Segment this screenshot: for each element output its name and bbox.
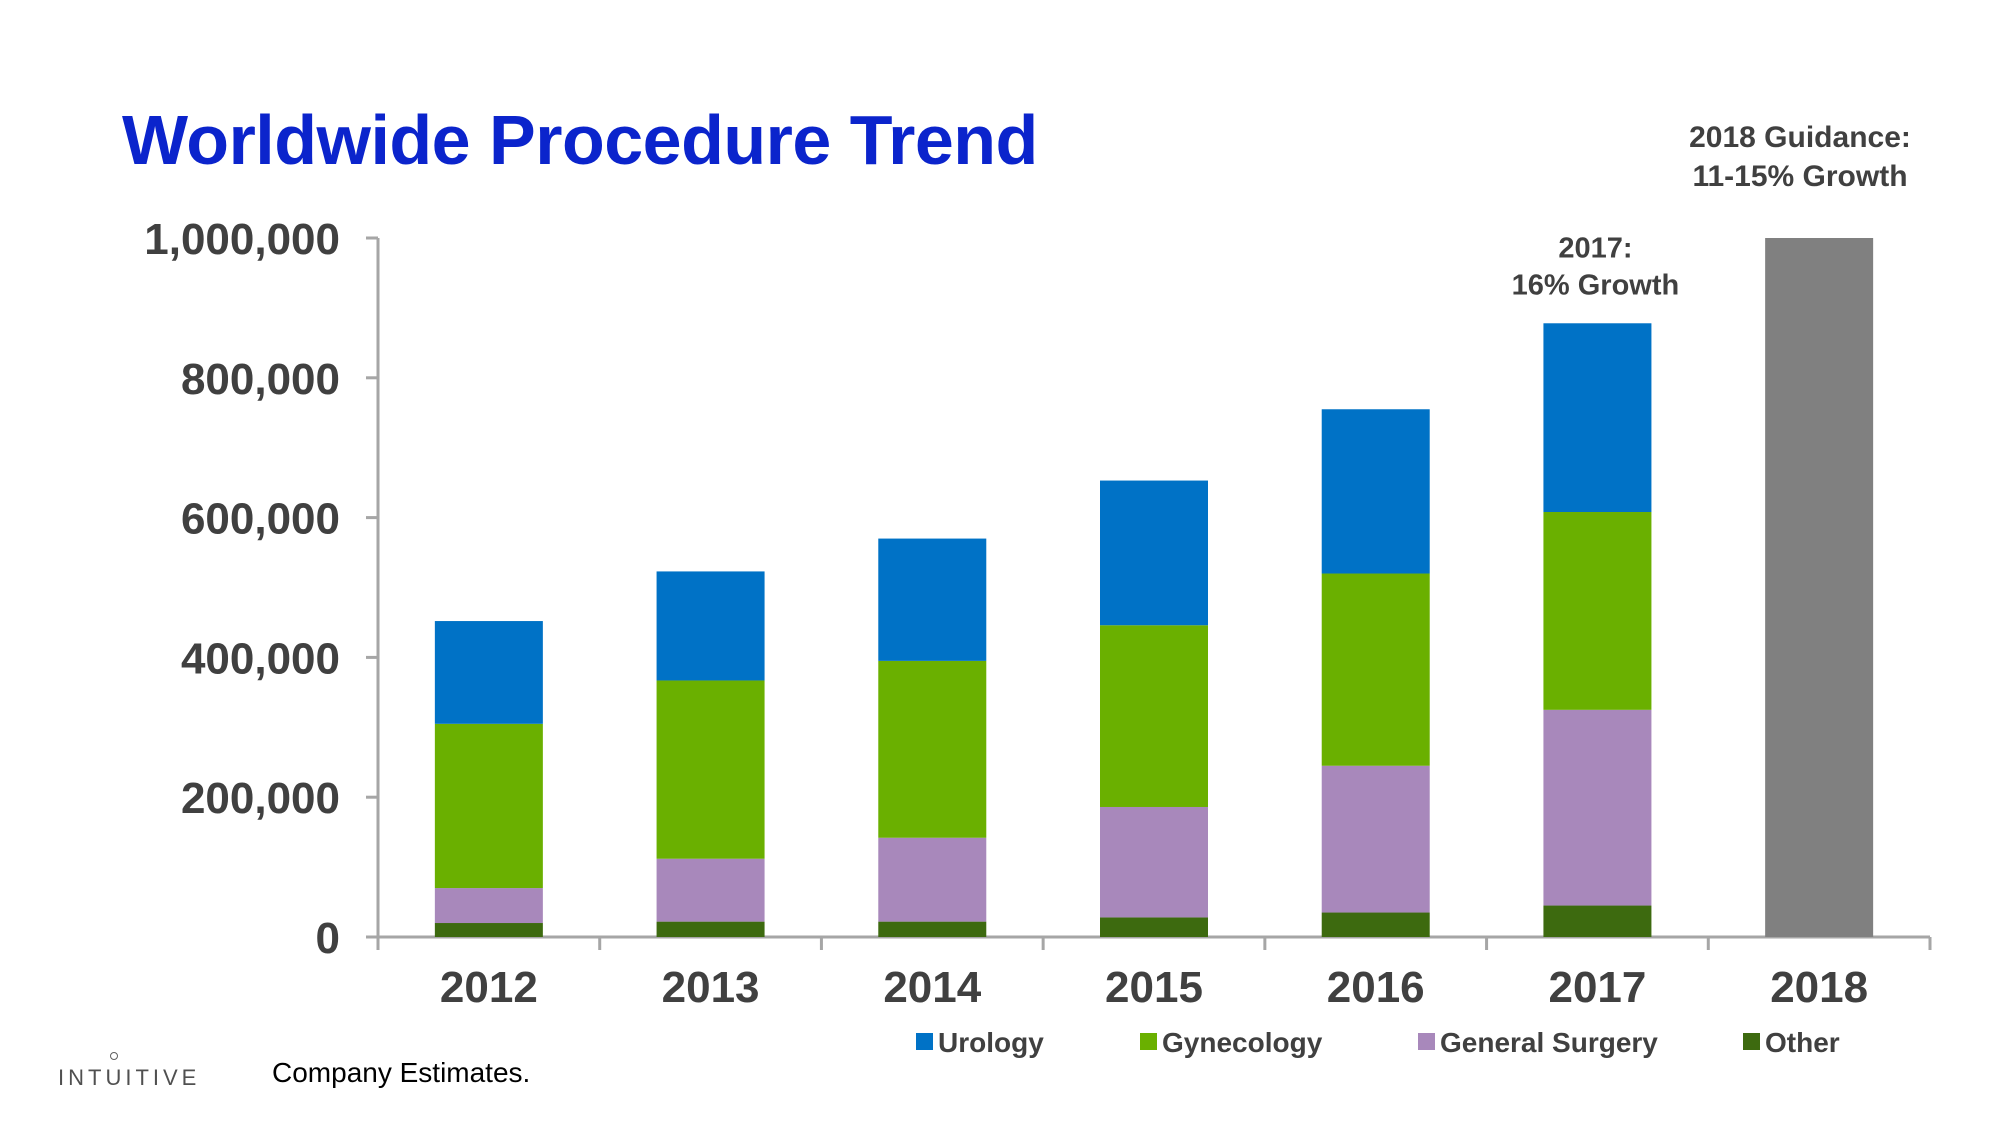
- legend-label: Other: [1765, 1027, 1840, 1058]
- legend-swatch: [1743, 1033, 1760, 1050]
- bar-segment-urology: [878, 538, 987, 661]
- bar-segment-urology: [434, 621, 543, 724]
- bar-segment-other: [656, 921, 765, 937]
- bar-segment-gynecology: [656, 680, 765, 859]
- x-tick-label: 2018: [1770, 963, 1868, 1012]
- annotation-line-1: 2017:: [1558, 232, 1632, 264]
- bar-segment-gynecology: [878, 660, 987, 838]
- bar-segment-general-surgery: [434, 888, 543, 924]
- legend-swatch: [916, 1033, 933, 1050]
- bar-segment-other: [434, 923, 543, 937]
- logo-dot-icon: [110, 1052, 118, 1060]
- bar-segment-urology: [1321, 409, 1430, 574]
- page-title: Worldwide Procedure Trend: [122, 101, 1038, 179]
- chart-legend: Urology Gynecology General Surgery Other: [916, 1027, 1840, 1058]
- guidance-line-1: 2018 Guidance:: [1689, 121, 1911, 154]
- x-tick-label: 2016: [1327, 963, 1425, 1012]
- company-logo: INTUITIVE: [58, 1065, 201, 1090]
- guidance-callout: 2018 Guidance: 11-15% Growth: [1670, 118, 1930, 196]
- x-tick-label: 2017: [1548, 963, 1646, 1012]
- bar-segment-gynecology: [1100, 625, 1208, 807]
- bar-segment-general-surgery: [1321, 765, 1430, 913]
- y-tick-label: 400,000: [181, 634, 340, 683]
- y-tick-label: 600,000: [181, 495, 340, 544]
- bar-segment-other: [878, 921, 987, 937]
- bar-segment-general-surgery: [1543, 709, 1652, 906]
- bar-guidance-2018: [1765, 238, 1874, 937]
- footer-note: Company Estimates.: [272, 1057, 531, 1088]
- bar-segment-urology: [1543, 323, 1652, 513]
- y-tick-label: 800,000: [181, 355, 340, 404]
- annotation-line-2: 16% Growth: [1512, 269, 1680, 301]
- bar-segment-gynecology: [1321, 573, 1430, 766]
- chart-bars: [434, 238, 1874, 937]
- bar-segment-general-surgery: [1100, 806, 1208, 918]
- legend-swatch: [1140, 1033, 1157, 1050]
- bar-segment-general-surgery: [656, 858, 765, 922]
- bar-segment-other: [1543, 905, 1652, 937]
- bar-segment-other: [1100, 917, 1208, 937]
- x-tick-label: 2013: [662, 963, 760, 1012]
- guidance-line-2: 11-15% Growth: [1692, 160, 1908, 193]
- chart-labels: 0 200,000 400,000 600,000 800,000 1,000,000 20…: [144, 215, 1868, 1012]
- legend-swatch: [1418, 1033, 1435, 1050]
- legend-label: Urology: [938, 1027, 1044, 1058]
- y-tick-label: 0: [316, 914, 340, 963]
- bar-segment-general-surgery: [878, 837, 987, 922]
- bar-segment-urology: [1100, 480, 1208, 626]
- x-tick-label: 2014: [883, 963, 981, 1012]
- bar-segment-gynecology: [434, 723, 543, 889]
- bar-segment-urology: [656, 571, 765, 681]
- bar-segment-other: [1321, 912, 1430, 937]
- x-tick-label: 2012: [440, 963, 538, 1012]
- legend-label: Gynecology: [1162, 1027, 1323, 1058]
- bar-segment-gynecology: [1543, 512, 1652, 710]
- legend-label: General Surgery: [1440, 1027, 1658, 1058]
- y-tick-label: 1,000,000: [144, 215, 340, 264]
- y-tick-label: 200,000: [181, 774, 340, 823]
- x-tick-label: 2015: [1105, 963, 1203, 1012]
